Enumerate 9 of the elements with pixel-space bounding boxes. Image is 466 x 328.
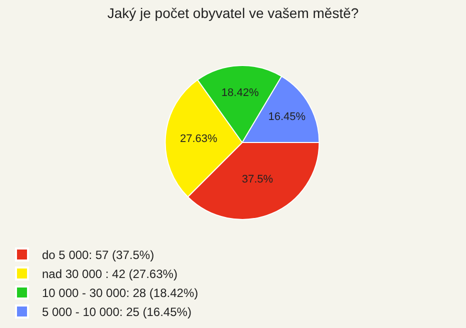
data-label: 18.42% [221, 86, 259, 99]
legend-label: do 5 000: 57 (37.5%) [42, 248, 154, 262]
legend-label: 10 000 - 30 000: 28 (18.42%) [42, 286, 198, 300]
chart-title: Jaký je počet obyvatel ve vašem městě? [107, 5, 359, 21]
data-label: 37.5% [242, 173, 274, 186]
legend-label: nad 30 000 : 42 (27.63%) [42, 267, 178, 282]
legend-label: 5 000 - 10 000: 25 (16.45%) [42, 305, 192, 320]
data-label: 16.45% [268, 111, 306, 124]
data-label: 27.63% [180, 132, 218, 145]
